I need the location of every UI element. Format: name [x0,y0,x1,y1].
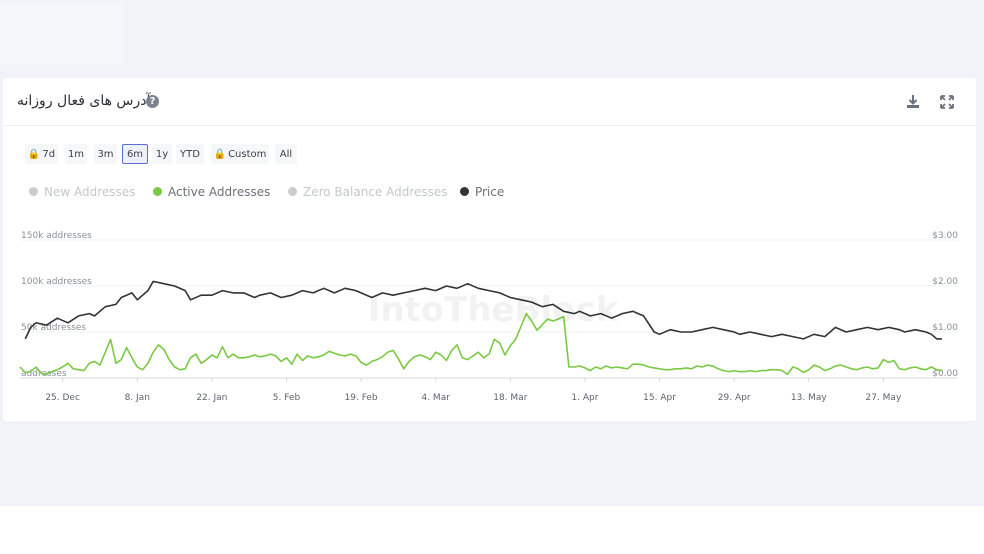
range-7d-button[interactable]: 🔒 7d [25,144,58,164]
x-tick-label: 25. Dec [45,393,80,403]
legend-dot [29,187,38,196]
range-3m-button[interactable]: 3m [94,144,117,164]
top-left-placeholder [0,2,124,64]
card-title: آدرس های فعال روزانه [17,93,151,109]
y2-tick-label: $0.00 [932,369,958,379]
legend-active-addresses[interactable]: Active Addresses [153,185,270,199]
x-tick-label: 18. Mar [493,393,527,403]
card-header: آدرس های فعال روزانه ? [3,78,976,126]
legend-dot [153,187,162,196]
download-icon[interactable] [905,94,921,110]
fullscreen-icon[interactable] [939,94,955,110]
legend-dot [288,187,297,196]
x-tick-label: 22. Jan [196,393,227,403]
range-1y-button[interactable]: 1y [152,144,172,164]
y2-tick-label: $3.00 [932,231,958,241]
x-tick-label: 13. May [791,393,827,403]
lock-icon: 🔒 [213,149,227,160]
legend-price[interactable]: Price [460,185,504,199]
watermark-text: IntoTheBlock [368,290,620,330]
legend-new-addresses[interactable]: New Addresses [29,185,135,199]
y-tick-label: 100k addresses [21,277,92,287]
legend-dot [460,187,469,196]
chart-card: آدرس های فعال روزانه ? 🔒 7d 1m 3m 6m 1y Y… [3,78,976,421]
x-tick-label: 15. Apr [643,393,676,403]
y2-tick-label: $2.00 [932,277,958,287]
range-1m-button[interactable]: 1m [65,144,87,164]
x-tick-label: 1. Apr [571,393,598,403]
x-tick-label: 5. Feb [273,393,301,403]
y-tick-label: 50k addresses [21,323,86,333]
x-tick-label: 4. Mar [421,393,450,403]
range-6m-button[interactable]: 6m [122,144,148,164]
x-tick-label: 8. Jan [125,393,150,403]
lock-icon: 🔒 [27,149,41,160]
series-line-active-addresses [19,312,943,376]
range-ytd-button[interactable]: YTD [176,144,204,164]
range-custom-button[interactable]: 🔒 Custom [211,144,269,164]
series-line-price [24,280,942,340]
y2-tick-label: $1.00 [932,323,958,333]
legend-zero-balance-addresses[interactable]: Zero Balance Addresses [288,185,448,199]
help-icon[interactable]: ? [146,95,159,108]
y-tick-label: 150k addresses [21,231,92,241]
x-tick-label: 29. Apr [718,393,751,403]
range-all-button[interactable]: All [275,144,297,164]
x-tick-label: 27. May [865,393,901,403]
x-tick-label: 19. Feb [345,393,378,403]
